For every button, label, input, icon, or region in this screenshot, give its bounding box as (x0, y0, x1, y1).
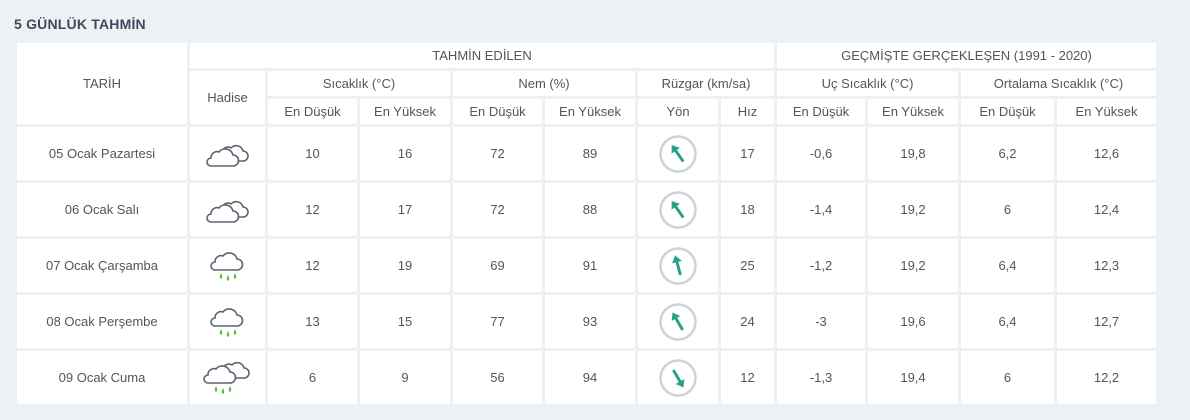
date-cell: 07 Ocak Çarşamba (17, 239, 187, 292)
temp-low-cell: 12 (268, 239, 357, 292)
temp-high-cell: 15 (360, 295, 450, 348)
temp-high-cell: 9 (360, 351, 450, 404)
wind-speed-cell: 12 (721, 351, 774, 404)
date-cell: 06 Ocak Salı (17, 183, 187, 236)
avg-low-cell: 6,2 (961, 127, 1054, 180)
extreme-high-cell: 19,2 (868, 183, 958, 236)
humidity-high-cell: 89 (545, 127, 635, 180)
header-wind-speed: Hız (721, 99, 774, 124)
wind-direction-arrow-icon (638, 246, 718, 286)
header-date: TARİH (17, 43, 187, 124)
wind-direction-arrow-icon (638, 358, 718, 398)
table-row: 09 Ocak Cuma 6 9 56 94 12 -1,3 19,4 6 12,2 (17, 351, 1156, 404)
header-extreme-temp: Uç Sıcaklık (°C) (777, 71, 958, 96)
avg-low-cell: 6,4 (961, 295, 1054, 348)
humidity-high-cell: 93 (545, 295, 635, 348)
header-avg-temp: Ortalama Sıcaklık (°C) (961, 71, 1156, 96)
extreme-low-cell: -3 (777, 295, 865, 348)
header-forecast: TAHMİN EDİLEN (190, 43, 774, 68)
table-row: 08 Ocak Perşembe 13 15 77 93 24 -3 19,6 6,4 12,7 (17, 295, 1156, 348)
header-temp: Sıcaklık (°C) (268, 71, 450, 96)
weather-icon-cell (190, 351, 265, 404)
cloudy-icon (190, 139, 265, 169)
weather-icon-cell (190, 127, 265, 180)
header-temp-high: En Yüksek (360, 99, 450, 124)
temp-low-cell: 12 (268, 183, 357, 236)
humidity-low-cell: 72 (453, 183, 542, 236)
date-cell: 09 Ocak Cuma (17, 351, 187, 404)
forecast-table: TARİH TAHMİN EDİLEN GEÇMİŞTE GERÇEKLEŞEN… (14, 40, 1159, 407)
avg-high-cell: 12,3 (1057, 239, 1156, 292)
wind-direction-arrow-icon (638, 302, 718, 342)
wind-speed-cell: 24 (721, 295, 774, 348)
header-past: GEÇMİŞTE GERÇEKLEŞEN (1991 - 2020) (777, 43, 1156, 68)
avg-low-cell: 6 (961, 183, 1054, 236)
rain-icon (190, 246, 265, 286)
humidity-low-cell: 72 (453, 127, 542, 180)
header-event: Hadise (190, 71, 265, 124)
avg-high-cell: 12,4 (1057, 183, 1156, 236)
humidity-high-cell: 88 (545, 183, 635, 236)
temp-low-cell: 13 (268, 295, 357, 348)
extreme-low-cell: -0,6 (777, 127, 865, 180)
cloudy-rain-icon (190, 358, 265, 398)
date-cell: 05 Ocak Pazartesi (17, 127, 187, 180)
wind-speed-cell: 18 (721, 183, 774, 236)
humidity-high-cell: 94 (545, 351, 635, 404)
table-row: 07 Ocak Çarşamba 12 19 69 91 25 -1,2 19,2 6,4 12,… (17, 239, 1156, 292)
header-ext-high: En Yüksek (868, 99, 958, 124)
extreme-low-cell: -1,2 (777, 239, 865, 292)
temp-high-cell: 16 (360, 127, 450, 180)
header-wind: Rüzgar (km/sa) (638, 71, 774, 96)
avg-high-cell: 12,2 (1057, 351, 1156, 404)
header-ext-low: En Düşük (777, 99, 865, 124)
weather-icon-cell (190, 239, 265, 292)
header-wind-dir: Yön (638, 99, 718, 124)
page-title: 5 GÜNLÜK TAHMİN (14, 16, 146, 32)
temp-high-cell: 19 (360, 239, 450, 292)
avg-high-cell: 12,6 (1057, 127, 1156, 180)
table-row: 05 Ocak Pazartesi 10 16 72 89 17 -0,6 19,8 6,2 12… (17, 127, 1156, 180)
extreme-low-cell: -1,3 (777, 351, 865, 404)
temp-low-cell: 6 (268, 351, 357, 404)
header-avg-low: En Düşük (961, 99, 1054, 124)
avg-low-cell: 6 (961, 351, 1054, 404)
avg-low-cell: 6,4 (961, 239, 1054, 292)
temp-low-cell: 10 (268, 127, 357, 180)
cloudy-icon (190, 195, 265, 225)
header-temp-low: En Düşük (268, 99, 357, 124)
weather-icon-cell (190, 183, 265, 236)
wind-direction-cell (638, 351, 718, 404)
wind-direction-cell (638, 295, 718, 348)
humidity-low-cell: 56 (453, 351, 542, 404)
temp-high-cell: 17 (360, 183, 450, 236)
header-avg-high: En Yüksek (1057, 99, 1156, 124)
extreme-low-cell: -1,4 (777, 183, 865, 236)
extreme-high-cell: 19,4 (868, 351, 958, 404)
humidity-low-cell: 69 (453, 239, 542, 292)
wind-speed-cell: 25 (721, 239, 774, 292)
avg-high-cell: 12,7 (1057, 295, 1156, 348)
table-row: 06 Ocak Salı 12 17 72 88 18 -1,4 19,2 6 12,4 (17, 183, 1156, 236)
extreme-high-cell: 19,8 (868, 127, 958, 180)
wind-direction-cell (638, 239, 718, 292)
humidity-low-cell: 77 (453, 295, 542, 348)
extreme-high-cell: 19,2 (868, 239, 958, 292)
header-humidity: Nem (%) (453, 71, 635, 96)
extreme-high-cell: 19,6 (868, 295, 958, 348)
rain-icon (190, 302, 265, 342)
wind-speed-cell: 17 (721, 127, 774, 180)
wind-direction-arrow-icon (638, 134, 718, 174)
wind-direction-arrow-icon (638, 190, 718, 230)
date-cell: 08 Ocak Perşembe (17, 295, 187, 348)
header-hum-low: En Düşük (453, 99, 542, 124)
header-hum-high: En Yüksek (545, 99, 635, 124)
wind-direction-cell (638, 127, 718, 180)
humidity-high-cell: 91 (545, 239, 635, 292)
weather-icon-cell (190, 295, 265, 348)
wind-direction-cell (638, 183, 718, 236)
